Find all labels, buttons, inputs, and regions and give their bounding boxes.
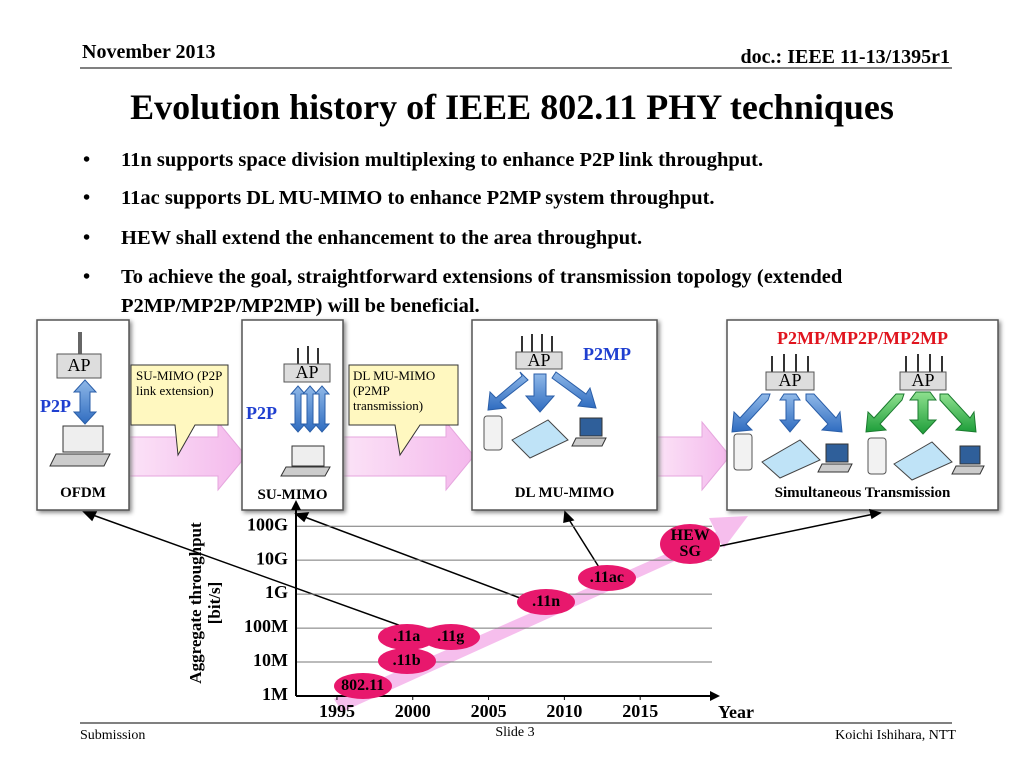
data-point: .11b xyxy=(377,647,436,674)
panel xyxy=(471,319,658,511)
ap-icon xyxy=(515,334,563,370)
laptop-icon xyxy=(280,445,331,477)
ap-icon xyxy=(283,346,331,383)
link-arrow xyxy=(487,371,597,413)
x-axis-label: Year xyxy=(718,702,754,722)
ap-label: AP xyxy=(527,350,551,370)
slide-title: Evolution history of IEEE 802.11 PHY tec… xyxy=(130,87,894,127)
footer-right: Koichi Ishihara, NTT xyxy=(835,728,956,743)
link-arrow xyxy=(865,391,977,435)
x-tick-label: 2005 xyxy=(471,701,507,721)
laptop-icon xyxy=(49,425,111,467)
link-label: P2P xyxy=(40,396,71,416)
y-tick-label: 10G xyxy=(256,548,288,568)
device-icons xyxy=(733,433,985,481)
panel-caption: DL MU-MIMO xyxy=(514,485,615,501)
bullet-text: HEW shall extend the enhancement to the … xyxy=(121,227,643,249)
y-axis-label: Aggregate throughput [bit/s] xyxy=(186,522,224,684)
flow-arrow xyxy=(127,420,247,492)
point-label: HEW SG xyxy=(670,526,710,560)
point-label: .11b xyxy=(392,651,421,669)
x-tick-label: 2000 xyxy=(395,701,431,721)
ap-icon xyxy=(56,332,102,379)
panel-caption: SU-MIMO xyxy=(257,487,328,503)
flow-arrow xyxy=(341,420,475,492)
ap-icon xyxy=(765,354,815,391)
data-point: .11g xyxy=(421,624,480,651)
bullet-text: To achieve the goal, straightforward ext… xyxy=(121,266,843,317)
callout-box xyxy=(348,364,459,457)
point-label: .11g xyxy=(437,628,465,646)
y-tick-label: 1G xyxy=(265,582,288,602)
panel xyxy=(241,319,344,511)
ap-label: AP xyxy=(295,362,319,382)
header-date: November 2013 xyxy=(82,41,216,63)
bullet: • HEW shall extend the enhancement to the… xyxy=(83,224,963,253)
bullet: • 11n supports space division multiplexin… xyxy=(83,146,963,175)
chart: 1M 10M 100M 1G 10G 100G 1995 2000 2005 2010 2015 xyxy=(244,500,720,721)
ap-label: AP xyxy=(911,370,935,390)
ap-icon xyxy=(899,354,947,391)
point-label: .11a xyxy=(393,628,421,646)
header-doc: doc.: IEEE 11-13/1395r1 xyxy=(740,46,950,68)
ap-label: AP xyxy=(778,370,802,390)
ap-label: AP xyxy=(67,355,91,375)
flow-arrow xyxy=(655,420,731,492)
link-label: P2P xyxy=(246,403,277,423)
point-label: .11n xyxy=(532,592,561,610)
x-axis-head xyxy=(710,691,720,701)
bullet: • To achieve the goal, straightforward ex… xyxy=(83,263,963,321)
callout-text: SU-MIMO (P2P link extension) xyxy=(136,368,222,398)
footer-center: Slide 3 xyxy=(495,725,535,740)
data-point: .11ac xyxy=(577,564,636,591)
link-arrow xyxy=(289,385,331,433)
data-point: 802.11 xyxy=(333,672,392,699)
data-point: HEW SG xyxy=(660,523,721,564)
data-point: .11n xyxy=(517,588,576,615)
device-icons xyxy=(483,415,607,459)
y-axis-head xyxy=(291,500,301,510)
connector xyxy=(82,508,882,633)
x-tick-label: 1995 xyxy=(319,701,355,721)
bullet-text: 11n supports space division multiplexing… xyxy=(121,149,764,171)
panel-caption: OFDM xyxy=(60,485,106,501)
bullet-text: 11ac supports DL MU-MIMO to enhance P2MP… xyxy=(121,187,715,209)
callout-text: DL MU-MIMO (P2MP transmission) xyxy=(353,368,436,413)
x-tick-label: 2010 xyxy=(546,701,582,721)
y-tick-label: 1M xyxy=(262,684,288,704)
point-label: .11ac xyxy=(589,568,624,586)
panel xyxy=(726,319,999,511)
link-arrow xyxy=(731,393,843,433)
x-tick-label: 2015 xyxy=(622,701,658,721)
point-label: 802.11 xyxy=(341,676,385,694)
link-label: P2MP xyxy=(583,344,631,364)
y-tick-label: 10M xyxy=(253,650,288,670)
bullet: • 11ac supports DL MU-MIMO to enhance P2M… xyxy=(83,184,963,213)
y-tick-label: 100M xyxy=(244,616,288,636)
panel-caption: Simultaneous Transmission xyxy=(774,485,951,501)
panel-heading: P2MP/MP2P/MP2MP xyxy=(777,328,948,348)
callout-box xyxy=(130,364,229,457)
link-arrow xyxy=(72,379,98,425)
footer-left: Submission xyxy=(80,728,146,743)
y-tick-label: 100G xyxy=(247,514,288,534)
